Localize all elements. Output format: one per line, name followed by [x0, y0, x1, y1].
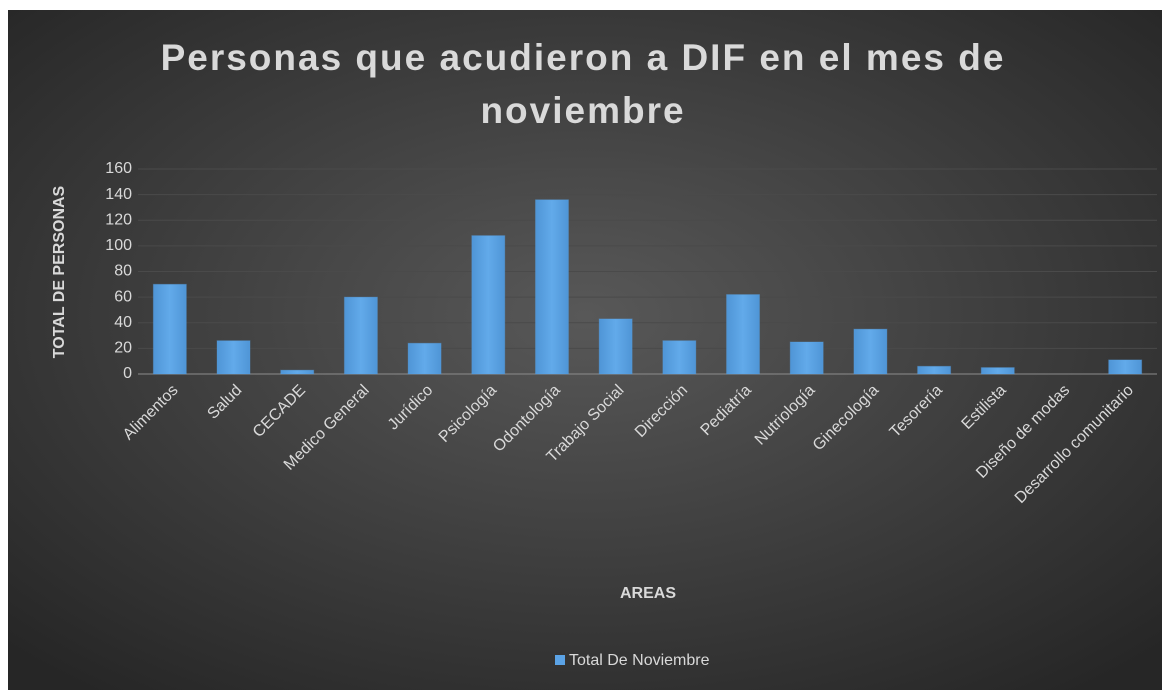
bar — [662, 340, 697, 375]
bar — [343, 296, 378, 375]
y-axis-label: TOTAL DE PERSONAS — [51, 185, 68, 358]
bar — [471, 235, 506, 375]
chart-title: Personas que acudieron a DIF en el mes d… — [161, 37, 1006, 78]
chart-background — [8, 10, 1162, 690]
bar — [598, 318, 633, 375]
y-tick-label: 40 — [114, 314, 132, 331]
bar — [789, 341, 824, 375]
bar — [152, 283, 187, 375]
bar — [980, 367, 1015, 375]
bar — [280, 369, 315, 375]
bar — [726, 294, 761, 375]
y-tick-label: 120 — [105, 211, 132, 228]
y-tick-label: 60 — [114, 288, 132, 305]
y-tick-label: 0 — [123, 365, 132, 382]
legend-swatch — [555, 655, 565, 665]
x-axis-label: AREAS — [620, 585, 676, 602]
legend-label: Total De Noviembre — [569, 652, 710, 669]
bar — [1108, 359, 1143, 375]
y-tick-label: 140 — [105, 186, 132, 203]
chart-title: noviembre — [480, 90, 685, 131]
y-tick-label: 100 — [105, 237, 132, 254]
y-tick-label: 80 — [114, 263, 132, 280]
bar — [853, 328, 888, 375]
bar — [917, 365, 952, 375]
bar — [216, 340, 251, 375]
bar — [407, 342, 442, 375]
y-tick-label: 20 — [114, 340, 132, 357]
y-tick-label: 160 — [105, 160, 132, 177]
bar — [534, 199, 569, 375]
